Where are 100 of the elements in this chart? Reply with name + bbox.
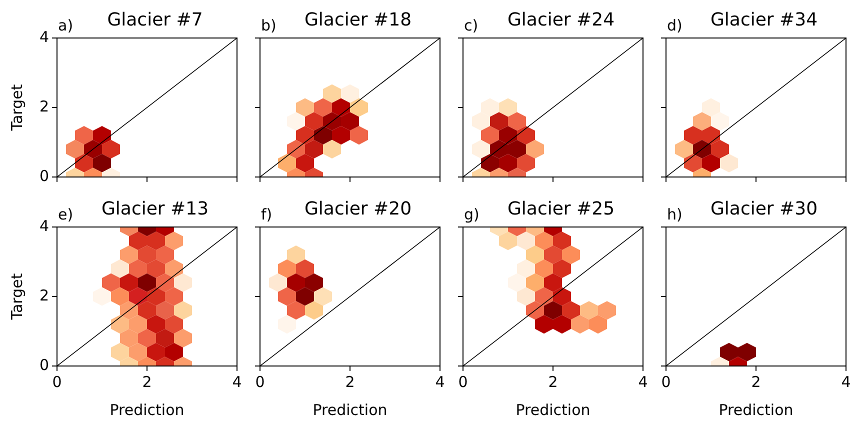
point: [508, 273, 526, 292]
point: [544, 273, 562, 292]
x-tick-label: 0: [661, 372, 671, 391]
point: [472, 112, 490, 131]
point: [499, 98, 517, 117]
point: [589, 315, 607, 334]
point: [526, 246, 544, 264]
point: [314, 98, 332, 117]
point: [287, 112, 305, 131]
point: [702, 154, 720, 172]
point: [138, 273, 156, 292]
x-tick-label: 0: [52, 372, 62, 391]
point: [517, 287, 535, 306]
point: [120, 246, 138, 264]
point: [341, 84, 359, 103]
y-tick-label: 4: [39, 216, 49, 235]
point: [693, 140, 711, 158]
point: [711, 140, 729, 158]
point: [305, 301, 323, 320]
x-tick-label: 2: [548, 372, 558, 391]
point: [535, 232, 553, 250]
y-tick-label: 0: [39, 166, 49, 185]
point: [481, 154, 499, 172]
point: [165, 342, 183, 362]
point: [287, 246, 305, 264]
point: [562, 301, 580, 320]
point: [147, 259, 165, 278]
x-axis-title: Prediction: [312, 400, 388, 419]
point: [120, 328, 138, 348]
x-tick-label: 4: [232, 372, 242, 391]
point: [120, 273, 138, 292]
point: [499, 154, 517, 172]
y-tick-label: 0: [39, 356, 49, 374]
point: [165, 315, 183, 334]
y-tick-label: 2: [39, 97, 49, 116]
point: [147, 287, 165, 306]
point: [490, 112, 508, 131]
point: [508, 140, 526, 158]
point: [323, 140, 341, 158]
point: [544, 246, 562, 264]
y-tick-label: 4: [39, 28, 49, 46]
text: f): [261, 205, 272, 224]
point: [323, 112, 341, 131]
point: [138, 246, 156, 264]
point: [138, 301, 156, 320]
point: [535, 259, 553, 278]
point: [675, 140, 693, 158]
y-axis-title: Target: [8, 84, 26, 132]
chart-title: Glacier #25: [507, 198, 615, 220]
x-tick-label: 2: [142, 372, 152, 391]
chart-title: Glacier #13: [101, 198, 209, 220]
point: [305, 273, 323, 292]
point: [129, 232, 147, 250]
x-tick-label: 4: [435, 372, 445, 391]
chart-title: Glacier #30: [710, 198, 818, 220]
point: [129, 287, 147, 306]
point: [517, 154, 535, 172]
point: [571, 315, 589, 334]
point: [111, 342, 129, 362]
point: [165, 259, 183, 278]
point: [323, 84, 341, 103]
point: [269, 273, 287, 292]
point: [147, 342, 165, 362]
point: [165, 287, 183, 306]
point: [278, 259, 296, 278]
point: [129, 342, 147, 362]
text: b): [261, 16, 276, 34]
point: [147, 315, 165, 334]
point: [156, 328, 174, 348]
text: a): [58, 16, 74, 34]
chart-title: Glacier #34: [710, 10, 818, 31]
point: [305, 140, 323, 158]
chart-title: Glacier #7: [107, 10, 203, 31]
point: [544, 301, 562, 320]
point: [526, 301, 544, 320]
chart-title: Glacier #24: [507, 10, 615, 31]
x-axis-title: Prediction: [516, 400, 590, 419]
text: g): [464, 205, 480, 224]
point: [111, 259, 129, 278]
point: [702, 126, 720, 145]
point: [350, 98, 368, 117]
point: [553, 259, 571, 278]
x-tick-label: 4: [841, 372, 851, 391]
point: [129, 259, 147, 278]
point: [287, 301, 305, 320]
point: [287, 140, 305, 158]
text: c): [464, 16, 478, 34]
x-axis-title: Prediction: [110, 400, 184, 419]
point: [499, 232, 517, 250]
point: [526, 273, 544, 292]
point: [174, 328, 192, 348]
point: [684, 126, 702, 145]
point: [553, 232, 571, 250]
point: [296, 154, 314, 172]
point: [481, 126, 499, 145]
point: [508, 112, 526, 131]
point: [332, 98, 350, 117]
x-axis-title: Prediction: [718, 400, 794, 419]
point: [517, 232, 535, 250]
x-tick-label: 4: [638, 372, 648, 391]
